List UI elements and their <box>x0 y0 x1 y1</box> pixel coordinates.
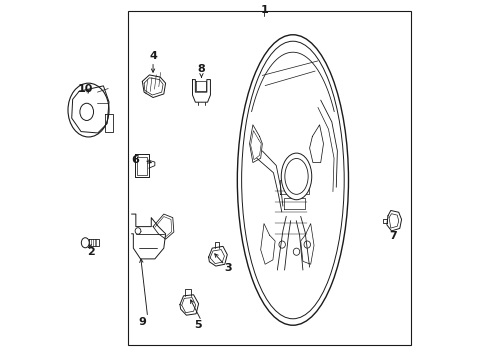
Bar <box>128 12 410 345</box>
Text: 8: 8 <box>197 64 205 74</box>
Text: 6: 6 <box>131 155 139 165</box>
Ellipse shape <box>281 153 311 200</box>
Text: 10: 10 <box>77 84 92 94</box>
Text: 9: 9 <box>138 317 146 327</box>
Text: 4: 4 <box>149 51 157 61</box>
Ellipse shape <box>81 238 89 248</box>
Text: 2: 2 <box>87 247 95 257</box>
Text: 7: 7 <box>388 231 396 240</box>
Text: 1: 1 <box>260 5 267 15</box>
Text: 5: 5 <box>194 320 201 330</box>
Ellipse shape <box>68 83 109 137</box>
Ellipse shape <box>135 228 141 234</box>
Text: 3: 3 <box>224 263 232 273</box>
Ellipse shape <box>237 35 348 325</box>
